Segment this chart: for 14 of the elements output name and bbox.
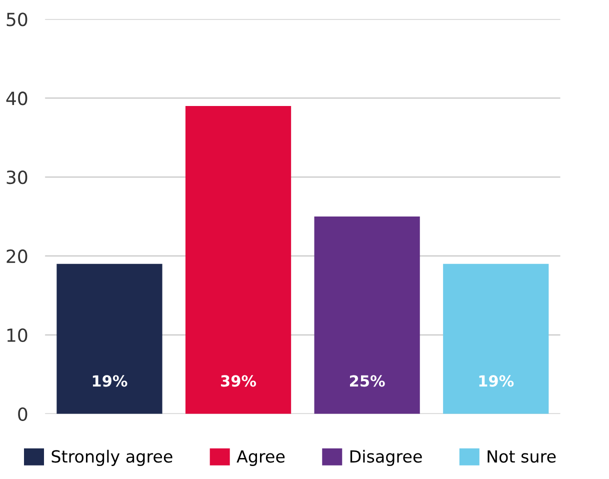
data-label: 19% [92, 375, 128, 387]
legend-label: Disagree [350, 450, 422, 466]
data-label: 19% [479, 375, 514, 387]
y-tick-label: 50 [6, 12, 28, 26]
y-tick-label: 20 [6, 249, 28, 264]
y-tick-label: 0 [18, 407, 28, 421]
data-label: 25% [350, 375, 385, 387]
y-tick-label: 30 [6, 170, 28, 184]
y-tick-label: 10 [7, 328, 28, 342]
legend-label: Strongly agree [52, 450, 172, 466]
legend-label: Agree [236, 450, 285, 466]
legend-label: Not sure [488, 450, 556, 463]
y-tick-label: 40 [6, 92, 28, 106]
data-label: 39% [221, 375, 256, 387]
